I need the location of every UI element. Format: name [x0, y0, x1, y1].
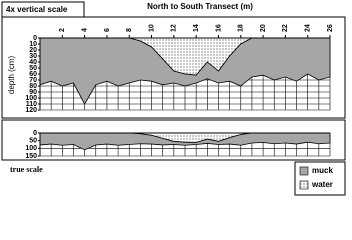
x-tick-label: 6 [104, 28, 111, 32]
x-tick-label: 24 [305, 24, 312, 32]
x-tick-label: 2 [59, 28, 66, 32]
y-tick-label: 90 [29, 89, 37, 96]
y-tick-label: 50 [29, 65, 37, 72]
y-tick-label: 80 [29, 83, 37, 90]
y-tick-label: 60 [29, 71, 37, 78]
legend-label: water [311, 180, 333, 189]
x-tick-label: 12 [171, 24, 178, 32]
panel-label: 4x vertical scale [6, 5, 68, 14]
x-tick-label: 20 [260, 24, 267, 32]
y-tick-label: 10 [29, 41, 37, 48]
x-tick-label: 16 [215, 24, 222, 32]
chart: 4x vertical scale true scale North to So… [1, 1, 346, 196]
y-tick-label: 100 [25, 145, 37, 152]
y-tick-label: 20 [29, 47, 37, 54]
top-panel-frame [1, 16, 346, 119]
y-tick-label: 120 [25, 107, 37, 114]
legend-label: muck [312, 166, 333, 175]
x-tick-label: 18 [238, 24, 245, 32]
y-tick-label: 110 [26, 101, 37, 108]
x-tick-label: 26 [327, 24, 334, 32]
bottom-panel-frame [1, 119, 346, 161]
panel-label: true scale [10, 165, 43, 174]
y-tick-label: 100 [25, 95, 37, 102]
legend-swatch [299, 180, 309, 190]
y-tick-label: 40 [29, 59, 37, 66]
y-tick-label: 150 [25, 153, 37, 160]
y-tick-label: 30 [29, 53, 37, 60]
top-label-box [1, 1, 85, 18]
x-tick-label: 10 [148, 24, 155, 32]
y-tick-label: 0 [33, 35, 37, 42]
y-tick-label: 50 [29, 138, 37, 145]
x-tick-label: 22 [282, 24, 289, 32]
x-tick-label: 14 [193, 24, 200, 32]
x-tick-label: 4 [81, 28, 88, 32]
y-axis-label: depth (cm) [7, 56, 16, 95]
x-tick-label: 8 [126, 28, 133, 32]
y-tick-label: 0 [33, 130, 37, 137]
chart-title: North to South Transect (m) [147, 2, 253, 11]
y-tick-label: 70 [29, 77, 37, 84]
legend-swatch [299, 166, 309, 176]
